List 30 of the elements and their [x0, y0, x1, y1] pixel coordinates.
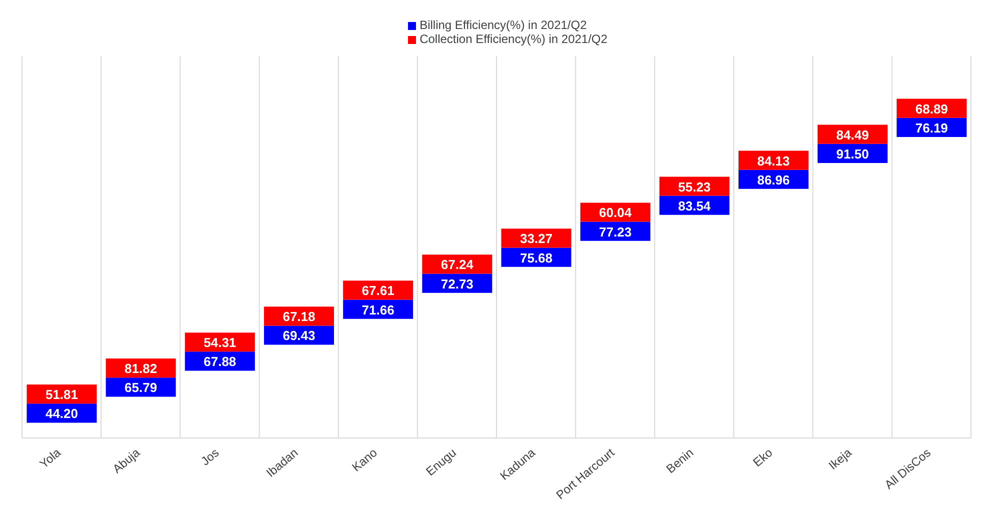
data-label: 77.23 — [599, 224, 632, 240]
category-label: Eko — [750, 445, 776, 470]
data-label: 44.20 — [45, 406, 78, 422]
data-label: 65.79 — [124, 380, 158, 396]
category-label: Jos — [198, 446, 222, 468]
data-label: 54.31 — [204, 335, 236, 350]
data-label: 75.68 — [520, 250, 553, 266]
data-label: 69.43 — [282, 328, 316, 344]
data-label: 71.66 — [362, 302, 394, 318]
data-label: 33.27 — [520, 231, 553, 246]
data-label: 67.18 — [282, 309, 316, 324]
data-label: 91.50 — [836, 146, 869, 162]
data-label: 51.81 — [45, 387, 78, 402]
legend-label: Collection Efficiency(%) in 2021/Q2 — [420, 32, 608, 46]
data-label: 84.13 — [757, 153, 790, 168]
data-label: 83.54 — [678, 198, 712, 214]
category-label: Ikeja — [826, 445, 855, 473]
data-label: 55.23 — [678, 179, 711, 194]
data-label: 86.96 — [757, 172, 790, 188]
legend-label: Billing Efficiency(%) in 2021/Q2 — [420, 18, 587, 32]
data-label: 68.89 — [915, 101, 948, 116]
data-label: 60.04 — [599, 205, 632, 220]
data-label: 67.24 — [440, 257, 474, 272]
data-label: 67.61 — [362, 283, 394, 298]
data-label: 76.19 — [915, 120, 948, 136]
category-label: Yola — [36, 445, 64, 472]
data-label: 72.73 — [440, 276, 474, 292]
data-label: 67.88 — [204, 354, 236, 370]
data-label: 84.49 — [836, 127, 869, 142]
data-label: 81.82 — [124, 361, 158, 376]
